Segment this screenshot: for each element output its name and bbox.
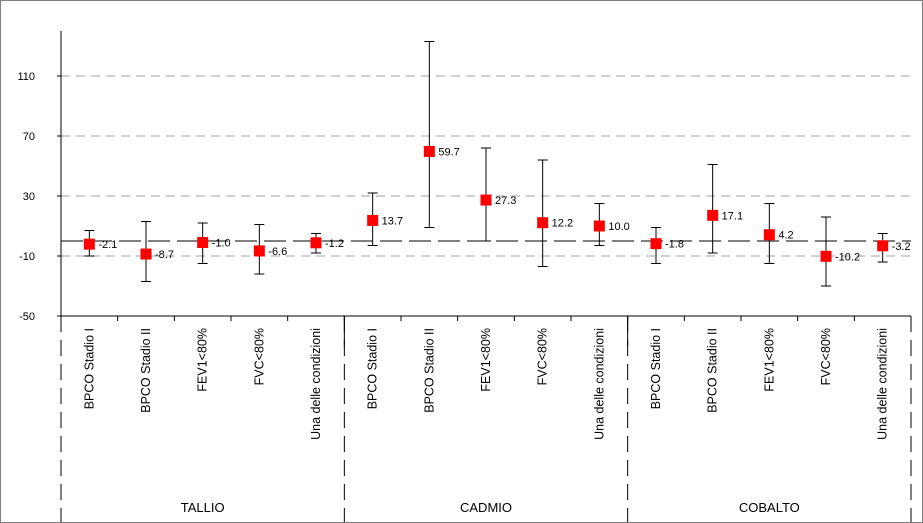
y-tick-label: 30 <box>23 191 35 203</box>
data-label: 13.7 <box>382 215 403 227</box>
category-label: BPCO Stadio I <box>366 328 380 409</box>
data-point <box>593 220 605 232</box>
category-label: FVC<80% <box>819 328 833 385</box>
data-point <box>820 250 832 262</box>
category-label: BPCO Stadio II <box>422 328 436 413</box>
data-point <box>480 194 492 206</box>
data-point <box>707 209 719 221</box>
category-label: Una delle condizioni <box>309 328 323 440</box>
data-label: -6.6 <box>268 246 287 258</box>
data-label: -8.7 <box>155 249 174 261</box>
data-label: 4.2 <box>778 230 793 242</box>
data-label: 12.2 <box>552 218 573 230</box>
category-label: FEV1<80% <box>762 328 776 392</box>
data-label: 27.3 <box>495 195 516 207</box>
data-label: 17.1 <box>722 210 743 222</box>
data-point <box>763 229 775 241</box>
category-label: BPCO Stadio I <box>649 328 663 409</box>
y-tick-label: 110 <box>17 71 35 83</box>
category-label: Una delle condizioni <box>592 328 606 440</box>
data-point <box>537 217 549 229</box>
y-tick-label: -50 <box>19 311 35 323</box>
y-tick-label: 70 <box>23 131 35 143</box>
group-label: COBALTO <box>739 500 800 515</box>
data-point <box>253 245 265 257</box>
data-label: -3.2 <box>892 241 911 253</box>
category-label: BPCO Stadio II <box>706 328 720 413</box>
data-point <box>83 238 95 250</box>
data-label: 10.0 <box>608 221 629 233</box>
data-point <box>650 238 662 250</box>
data-label: 59.7 <box>438 146 459 158</box>
data-point <box>423 145 435 157</box>
data-label: -1.2 <box>325 238 344 250</box>
category-label: FVC<80% <box>536 328 550 385</box>
group-label: CADMIO <box>460 500 512 515</box>
data-label: -2.1 <box>98 239 117 251</box>
group-label: TALLIO <box>181 500 225 515</box>
data-label: -1.0 <box>212 238 231 250</box>
category-label: FEV1<80% <box>196 328 210 392</box>
data-point <box>140 248 152 260</box>
category-label: BPCO Stadio II <box>139 328 153 413</box>
category-label: FEV1<80% <box>479 328 493 392</box>
data-label: -10.2 <box>835 251 860 263</box>
category-label: Una delle condizioni <box>876 328 890 440</box>
data-point <box>367 214 379 226</box>
category-label: FVC<80% <box>252 328 266 385</box>
data-point <box>877 240 889 252</box>
data-label: -1.8 <box>665 239 684 251</box>
y-tick-label: -10 <box>19 251 35 263</box>
category-label: BPCO Stadio I <box>82 328 96 409</box>
data-point <box>197 237 209 248</box>
data-point <box>310 237 322 249</box>
